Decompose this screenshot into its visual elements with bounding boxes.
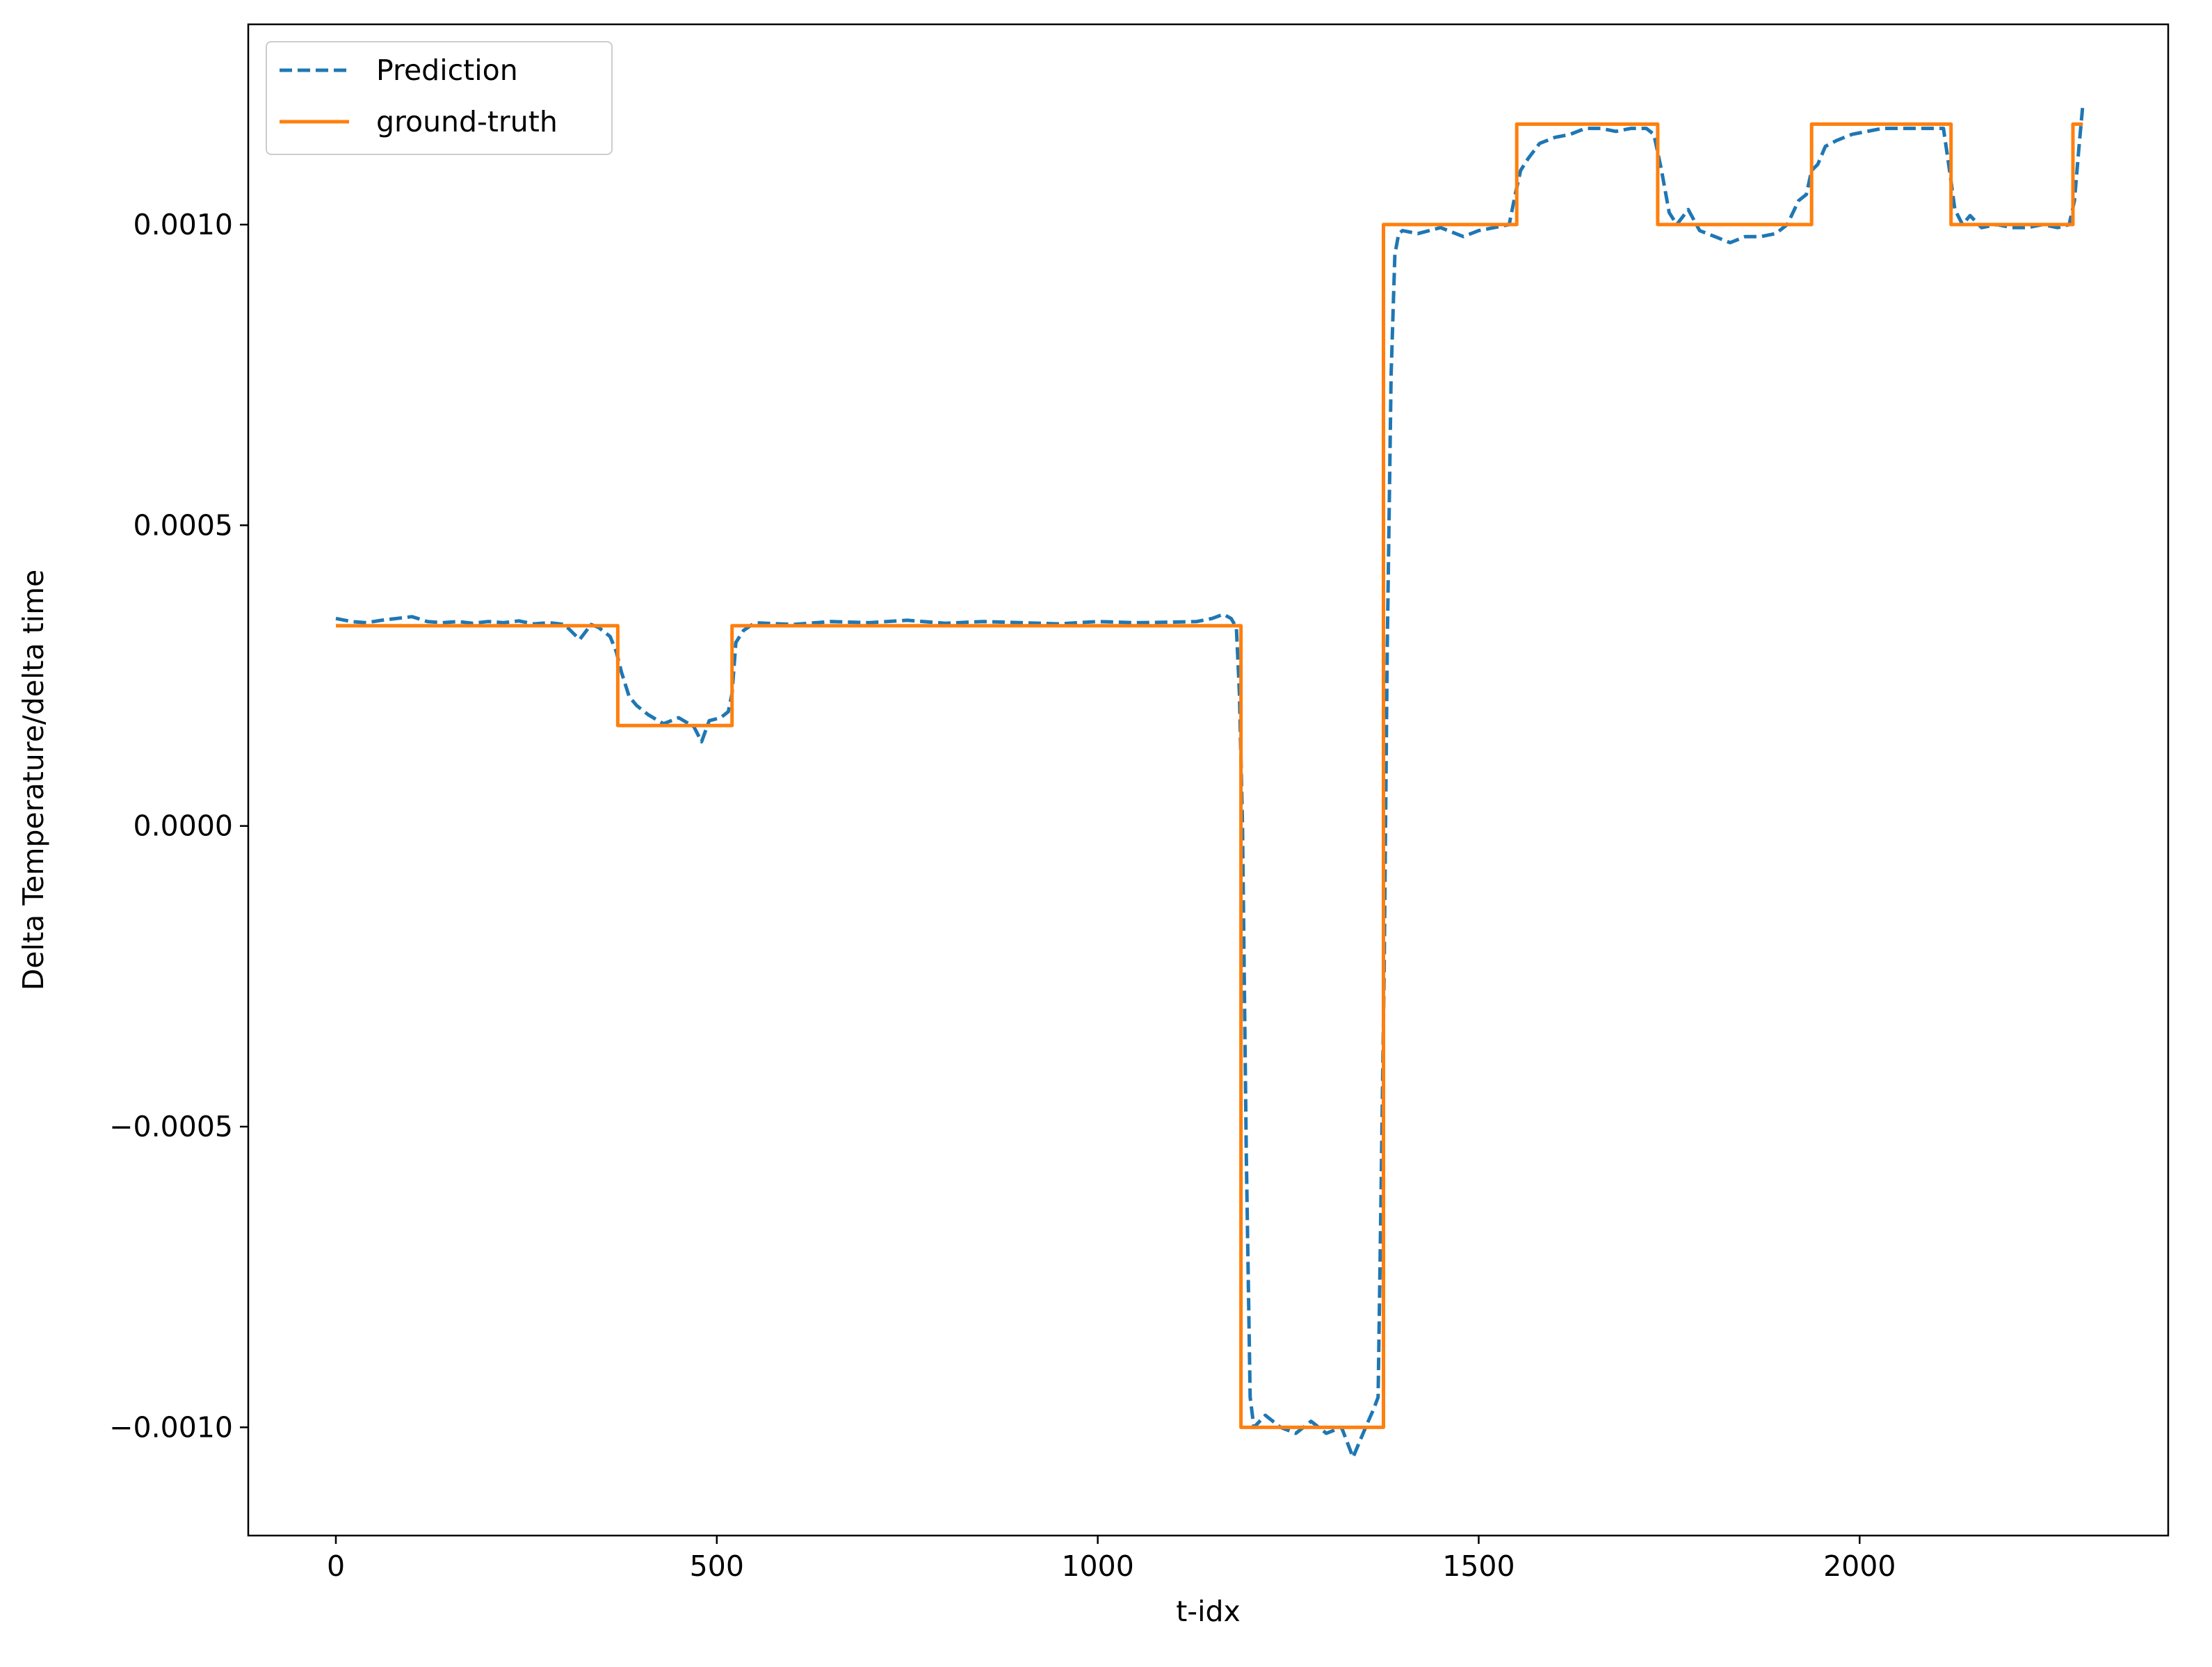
y-tick-label: 0.0005: [134, 508, 233, 542]
x-axis-label: t-idx: [1176, 1595, 1241, 1628]
legend-box: [266, 41, 613, 155]
y-tick-label: −0.0010: [109, 1410, 233, 1444]
x-tick-label: 2000: [1823, 1549, 1896, 1583]
y-tick-label: −0.0005: [109, 1110, 233, 1143]
x-axis: 0 500 1000 1500 2000: [327, 1536, 1896, 1583]
x-tick-label: 1500: [1442, 1549, 1515, 1583]
x-tick-label: 0: [327, 1549, 345, 1583]
plot-area: [247, 23, 2170, 1537]
y-axis: −0.0010 −0.0005 0.0000 0.0005 0.0010: [109, 208, 248, 1444]
y-axis-label: Delta Temperature/delta time: [17, 570, 50, 990]
legend: Prediction ground-truth: [266, 41, 613, 155]
legend-label-ground-truth: ground-truth: [376, 105, 558, 138]
legend-label-prediction: Prediction: [376, 54, 518, 87]
x-tick-label: 500: [690, 1549, 744, 1583]
axes-frame: [247, 23, 2170, 1537]
series-line-prediction: [335, 104, 2085, 1460]
series-line-ground-truth: [336, 122, 2083, 1429]
y-tick-label: 0.0010: [134, 208, 233, 241]
series-layer: [335, 104, 2085, 1460]
y-tick-label: 0.0000: [134, 810, 233, 843]
x-tick-label: 1000: [1061, 1549, 1133, 1583]
